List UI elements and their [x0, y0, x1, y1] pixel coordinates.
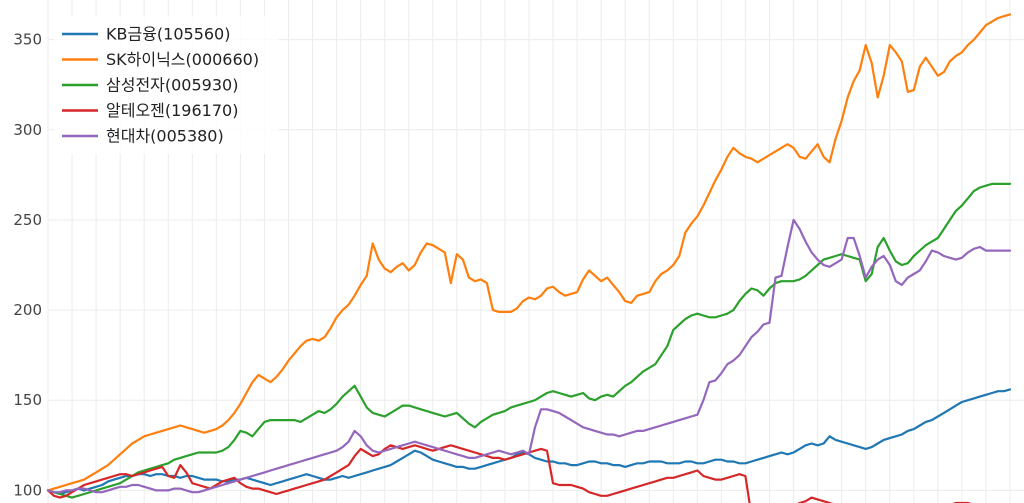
y-tick-label: 250	[13, 211, 42, 229]
legend: KB금융(105560) SK하이닉스(000660) 삼성전자(005930) 알테…	[54, 16, 279, 154]
legend-label-4: 현대차(005380)	[106, 127, 224, 146]
y-tick-label: 200	[13, 301, 42, 319]
legend-label-1: SK하이닉스(000660)	[106, 50, 259, 69]
series-line-2	[46, 182, 1012, 499]
legend-label-3: 알테오젠(196170)	[106, 101, 238, 120]
y-tick-label: 300	[13, 121, 42, 139]
legend-label-0: KB금융(105560)	[106, 25, 230, 44]
y-tick-label: 100	[13, 481, 42, 499]
y-tick-label: 350	[13, 31, 42, 49]
series-line-4	[46, 218, 1012, 494]
y-axis-ticks: 100 150 200 250 300 350	[13, 31, 42, 500]
series-lines	[46, 13, 1012, 503]
series-line-1	[46, 13, 1012, 492]
legend-label-2: 삼성전자(005930)	[106, 76, 238, 95]
y-tick-label: 150	[13, 391, 42, 409]
